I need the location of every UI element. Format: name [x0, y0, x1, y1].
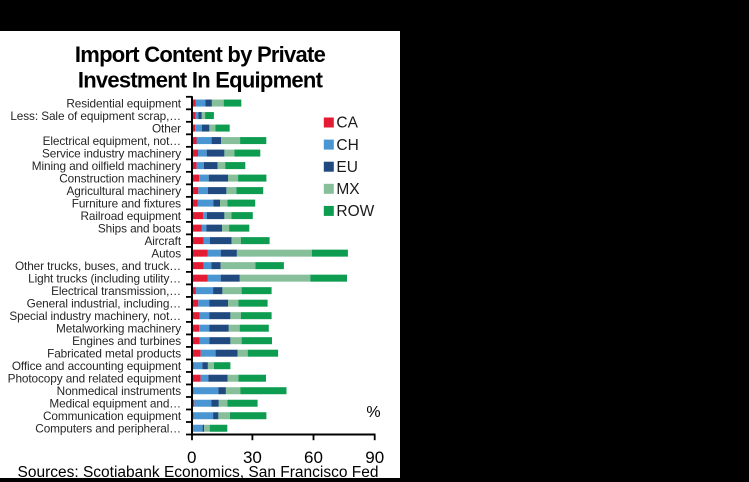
svg-text:CH: CH — [336, 137, 358, 154]
svg-text:Investment In Equipment: Investment In Equipment — [78, 68, 324, 93]
svg-text:Office and accounting equipmen: Office and accounting equipment — [12, 359, 182, 373]
svg-text:Photocopy and related equipmen: Photocopy and related equipment — [8, 371, 182, 385]
svg-text:Ships and boats: Ships and boats — [98, 221, 181, 235]
svg-text:Electrical transmission,…: Electrical transmission,… — [51, 284, 181, 298]
svg-text:Medical equipment and…: Medical equipment and… — [49, 396, 181, 410]
svg-text:Less: Sale of equipment scrap,: Less: Sale of equipment scrap,… — [10, 109, 181, 123]
svg-text:MX: MX — [336, 181, 360, 198]
svg-text:Import Content by Private: Import Content by Private — [75, 42, 326, 67]
svg-text:60: 60 — [304, 448, 323, 467]
svg-text:Furniture and fixtures: Furniture and fixtures — [72, 196, 181, 210]
svg-text:%: % — [366, 404, 380, 421]
svg-text:Residential equipment: Residential equipment — [66, 96, 181, 110]
svg-text:Autos: Autos — [151, 246, 181, 260]
svg-text:0: 0 — [187, 448, 196, 467]
svg-text:Engines and turbines: Engines and turbines — [72, 334, 181, 348]
svg-text:Nonmedical instruments: Nonmedical instruments — [57, 384, 182, 398]
svg-text:Other trucks, buses, and truck: Other trucks, buses, and truck… — [15, 259, 181, 273]
svg-text:Aircraft: Aircraft — [144, 234, 181, 248]
svg-text:Metalworking machinery: Metalworking machinery — [56, 321, 181, 335]
svg-text:Electrical equipment, not…: Electrical equipment, not… — [43, 134, 181, 148]
svg-text:Communication equipment: Communication equipment — [43, 409, 182, 423]
svg-text:Service industry machinery: Service industry machinery — [42, 146, 181, 160]
svg-text:Sources: Scotiabank Economics,: Sources: Scotiabank Economics, San Franc… — [18, 464, 379, 481]
svg-text:Mining and oilfield machinery: Mining and oilfield machinery — [32, 159, 181, 173]
svg-text:Light trucks (including utilit: Light trucks (including utility… — [28, 271, 181, 285]
svg-text:Railroad equipment: Railroad equipment — [80, 209, 181, 223]
svg-text:30: 30 — [243, 448, 262, 467]
svg-text:General industrial, including…: General industrial, including… — [27, 296, 181, 310]
svg-text:Computers and peripheral…: Computers and peripheral… — [35, 421, 181, 435]
svg-text:Agricultural machinery: Agricultural machinery — [66, 184, 181, 198]
svg-text:ROW: ROW — [336, 203, 374, 220]
svg-text:Other: Other — [152, 121, 181, 135]
svg-text:EU: EU — [336, 159, 358, 176]
svg-text:90: 90 — [365, 448, 384, 467]
svg-text:CA: CA — [336, 115, 358, 132]
svg-text:Construction machinery: Construction machinery — [59, 171, 181, 185]
svg-text:Fabricated metal products: Fabricated metal products — [47, 346, 181, 360]
svg-text:Special industry machinery, no: Special industry machinery, not… — [9, 309, 181, 323]
